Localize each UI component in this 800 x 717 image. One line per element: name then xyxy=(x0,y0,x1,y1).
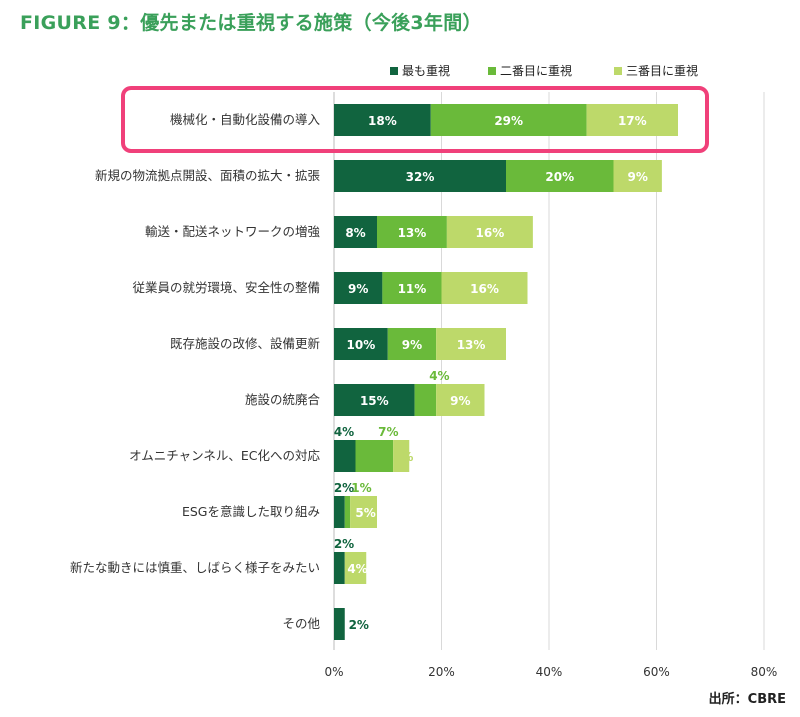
data-label: 3% xyxy=(393,450,413,464)
data-label: 15% xyxy=(360,394,389,408)
data-label: 4% xyxy=(334,425,354,439)
data-label: 10% xyxy=(347,338,376,352)
data-label: 18% xyxy=(368,114,397,128)
bar-segment xyxy=(334,216,377,248)
data-label: 32% xyxy=(406,170,435,184)
highlight-box xyxy=(121,86,709,153)
data-label: 2% xyxy=(334,537,354,551)
bar-segment xyxy=(436,328,506,360)
category-label: 輸送・配送ネットワークの増強 xyxy=(145,224,321,239)
legend-label: 最も重視 xyxy=(402,63,450,78)
data-label: 9% xyxy=(402,338,422,352)
chart-title: FIGURE 9：優先または重視する施策（今後3年間） xyxy=(20,12,482,34)
data-label: 9% xyxy=(450,394,470,408)
bar-segment xyxy=(334,440,356,472)
data-label: 1% xyxy=(351,481,371,495)
bar-segment xyxy=(393,440,410,472)
data-label: 20% xyxy=(545,170,574,184)
bar-segment xyxy=(334,272,383,304)
category-label: 従業員の就労環境、安全性の整備 xyxy=(132,280,320,295)
data-label: 13% xyxy=(398,226,427,240)
bar-segment xyxy=(334,384,415,416)
data-label: 2% xyxy=(334,481,354,495)
data-label: 5% xyxy=(355,506,375,520)
x-tick-label: 60% xyxy=(643,665,670,679)
category-label: 既存施設の改修、設備更新 xyxy=(170,336,320,351)
legend-swatch xyxy=(488,67,496,75)
legend-label: 二番目に重視 xyxy=(500,63,572,78)
bar-segment xyxy=(506,160,614,192)
source-note: 出所：CBRE xyxy=(708,692,786,707)
data-label: 2% xyxy=(349,618,369,632)
bar-segment xyxy=(334,552,345,584)
bar-segment xyxy=(446,216,533,248)
category-label: 機械化・自動化設備の導入 xyxy=(170,112,321,127)
category-label: ESGを意識した取り組み xyxy=(182,504,320,519)
bar-segment xyxy=(344,496,351,528)
data-label: 11% xyxy=(398,282,427,296)
data-label: 9% xyxy=(348,282,368,296)
data-label: 29% xyxy=(494,114,523,128)
data-label: 9% xyxy=(628,170,648,184)
x-tick-label: 0% xyxy=(324,665,343,679)
bar-segment xyxy=(344,552,367,584)
bar-segment xyxy=(355,440,394,472)
bar-segment xyxy=(334,104,431,136)
legend-swatch xyxy=(390,67,398,75)
bar-segment xyxy=(414,384,437,416)
data-label: 4% xyxy=(429,369,449,383)
legend-label: 三番目に重視 xyxy=(626,63,698,78)
legend-swatch xyxy=(614,67,622,75)
data-label: 16% xyxy=(476,226,505,240)
category-label: その他 xyxy=(282,616,320,631)
bar-segment xyxy=(586,104,678,136)
data-label: 8% xyxy=(345,226,365,240)
data-label: 13% xyxy=(457,338,486,352)
bar-segment xyxy=(387,328,437,360)
bar-segment xyxy=(377,216,447,248)
bar-segment xyxy=(334,496,345,528)
bar-segment xyxy=(430,104,587,136)
bar-segment xyxy=(441,272,528,304)
bar-segment xyxy=(334,608,345,640)
x-tick-label: 40% xyxy=(536,665,563,679)
data-label: 17% xyxy=(618,114,647,128)
data-label: 16% xyxy=(470,282,499,296)
data-label: 7% xyxy=(378,425,398,439)
bar-segment xyxy=(382,272,442,304)
bar-segment xyxy=(334,328,388,360)
bar-segment xyxy=(350,496,377,528)
x-tick-label: 80% xyxy=(751,665,778,679)
bar-segment xyxy=(334,160,506,192)
x-tick-label: 20% xyxy=(428,665,455,679)
data-label: 4% xyxy=(347,562,367,576)
bar-segment xyxy=(613,160,662,192)
category-label: 新たな動きには慎重、しばらく様子をみたい xyxy=(70,560,320,575)
category-label: 施設の統廃合 xyxy=(245,392,321,407)
category-label: オムニチャンネル、EC化への対応 xyxy=(129,448,320,463)
bar-segment xyxy=(436,384,485,416)
category-label: 新規の物流拠点開設、面積の拡大・拡張 xyxy=(95,168,321,183)
